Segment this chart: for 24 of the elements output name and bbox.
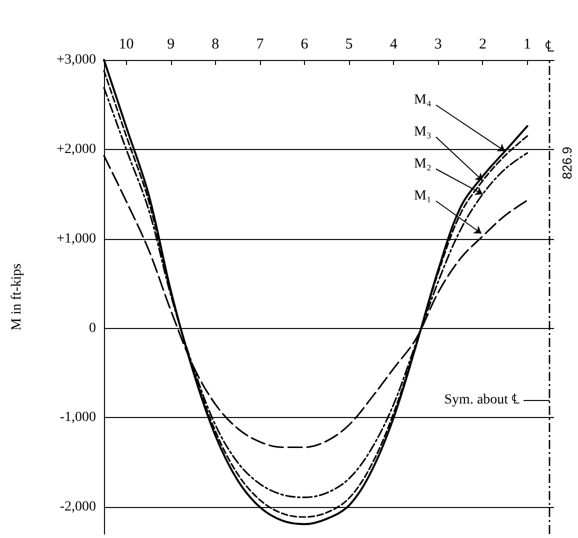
y-axis-title: M in ft-kips bbox=[10, 264, 24, 330]
x-tick-label: 1 bbox=[524, 36, 532, 52]
x-tick-label: 8 bbox=[212, 36, 220, 52]
annotation: M₃ bbox=[414, 124, 432, 140]
annotation: M₁ bbox=[414, 188, 432, 204]
x-tick-label: 5 bbox=[345, 36, 353, 52]
annotation: M₂ bbox=[414, 156, 432, 172]
x-tick-label: 10 bbox=[118, 36, 134, 52]
x-tick-label: 9 bbox=[167, 36, 175, 52]
y-tick-label: 0 bbox=[89, 320, 96, 336]
annotation: Sym. about ℄ bbox=[444, 392, 520, 408]
x-tick-label: 3 bbox=[434, 36, 442, 52]
x-tick-label: 6 bbox=[300, 36, 309, 52]
y-tick-label: -1,000 bbox=[60, 410, 96, 426]
text: 826.9 bbox=[560, 146, 574, 180]
x-tick-label: 4 bbox=[390, 36, 398, 52]
y-tick-label: -2,000 bbox=[60, 500, 96, 515]
x-tick-label: 7 bbox=[256, 36, 264, 52]
ref-line-label: ℄ bbox=[545, 38, 554, 56]
y-tick-label: +1,000 bbox=[56, 231, 96, 246]
annotation: M₄ bbox=[414, 92, 432, 108]
y-tick-label: +2,000 bbox=[56, 142, 96, 157]
y-tick-label: +3,000 bbox=[56, 52, 96, 68]
x-tick-label: 2 bbox=[478, 36, 486, 52]
